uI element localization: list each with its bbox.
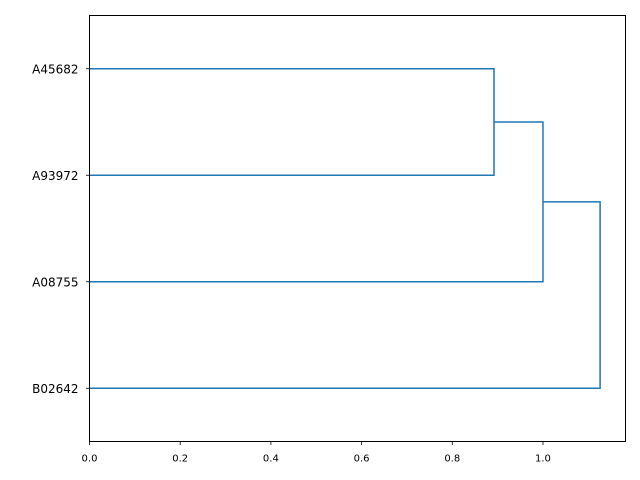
leaf-label: A45682 <box>32 62 78 76</box>
dendrogram-link <box>89 121 544 283</box>
leaf-label: A93972 <box>32 169 78 183</box>
dendrogram-link <box>89 201 601 389</box>
leaf-label: B02642 <box>32 382 78 396</box>
y-axis: A45682 A93972 A08755 B02642 <box>32 62 90 396</box>
x-tick-label: 0.2 <box>172 454 188 465</box>
x-tick-label: 0.6 <box>354 454 370 465</box>
x-axis: 0.0 0.2 0.4 0.6 0.8 1.0 <box>82 441 551 465</box>
x-tick-label: 0.0 <box>82 454 98 465</box>
x-tick-label: 1.0 <box>535 454 551 465</box>
dendrogram-link <box>89 68 495 176</box>
x-tick-label: 0.4 <box>263 454 279 465</box>
plot-frame <box>89 15 626 442</box>
leaf-label: A08755 <box>32 275 78 289</box>
x-tick-label: 0.8 <box>444 454 460 465</box>
dendrogram-links <box>89 68 601 389</box>
